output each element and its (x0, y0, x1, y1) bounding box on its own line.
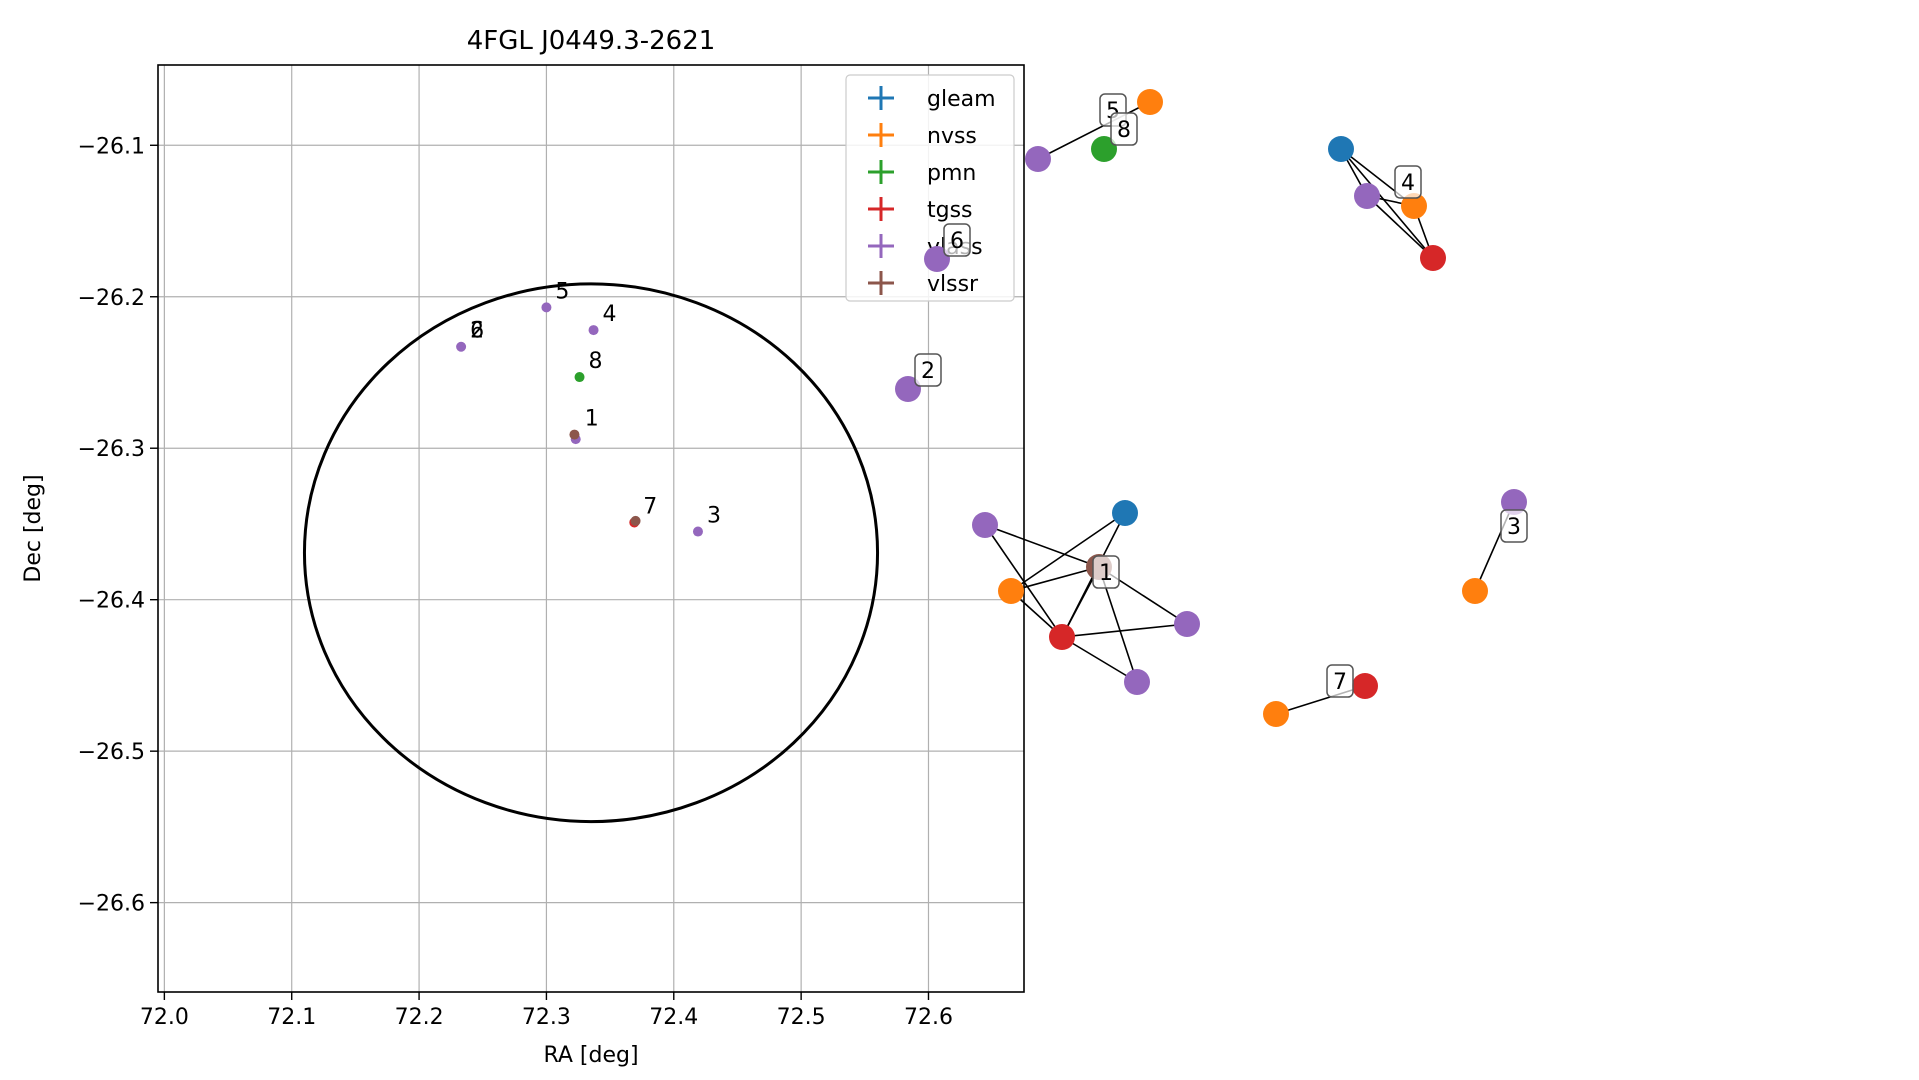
point-label: 7 (643, 494, 657, 519)
node-tgss (1352, 673, 1378, 699)
network-label-text: 2 (921, 359, 935, 384)
point-label: 1 (585, 407, 599, 432)
network-label-text: 1 (1099, 561, 1113, 586)
network-label-box (943, 223, 971, 257)
network-label-box (1500, 509, 1528, 543)
network-edge (984, 524, 1100, 568)
x-tick-label: 72.2 (395, 1005, 444, 1030)
node-nvss (998, 578, 1024, 604)
point-vlass (541, 302, 552, 313)
error-ellipse-layer (302, 282, 880, 824)
point-labels: 62 5 48 1 7 3 (470, 279, 721, 528)
point-vlass (692, 526, 703, 537)
legend-label: vlssr (927, 272, 979, 297)
network-label-text: 3 (1507, 515, 1521, 540)
node-gleam (1112, 500, 1138, 526)
x-tick-label: 72.5 (777, 1005, 826, 1030)
point-vlass (456, 341, 467, 352)
x-tick-label: 72.3 (522, 1005, 571, 1030)
node-vlass (1354, 183, 1380, 209)
x-ticks: 72.0 72.1 72.2 72.3 72.4 72.5 72.6 (140, 992, 953, 1030)
point-label: 2 (470, 319, 484, 344)
network-label-box (1092, 555, 1120, 589)
point-vlssr (630, 515, 641, 526)
network-label: 4 (1394, 165, 1422, 199)
network-edge (1366, 195, 1434, 259)
point-label: 4 (603, 302, 617, 327)
network-edge (1340, 148, 1434, 259)
network-label-box (914, 353, 942, 387)
y-tick-label: −26.1 (78, 134, 145, 159)
network-edge (1037, 101, 1151, 160)
network-label: 6 (943, 223, 971, 257)
x-tick-label: 72.6 (904, 1005, 953, 1030)
node-pmn (1091, 136, 1117, 162)
network-label-text: 7 (1333, 670, 1347, 695)
network-label-box (1394, 165, 1422, 199)
node-vlass (1025, 146, 1051, 172)
legend-label: pmn (927, 161, 976, 186)
x-axis-label: RA [deg] (543, 1043, 638, 1068)
chart-title: 4FGL J0449.3-2621 (467, 26, 716, 56)
x-tick-label: 72.1 (267, 1005, 316, 1030)
node-vlass (1174, 611, 1200, 637)
node-gleam (1328, 136, 1354, 162)
node-nvss (1137, 89, 1163, 115)
network-label-text: 6 (950, 229, 964, 254)
y-tick-label: −26.3 (78, 437, 145, 462)
x-tick-label: 72.0 (140, 1005, 189, 1030)
network-edge (984, 524, 1063, 638)
point-label: 5 (555, 279, 569, 304)
network-edges (984, 101, 1515, 715)
point-label: 8 (589, 349, 603, 374)
y-tick-label: −26.6 (78, 892, 145, 917)
network-label: 3 (1500, 509, 1528, 543)
network-label-text: 4 (1401, 171, 1415, 196)
network-label-box (1110, 112, 1138, 146)
node-tgss (1420, 245, 1446, 271)
point-vlssr (569, 429, 580, 440)
network-label: 2 (914, 353, 942, 387)
network-edge (1061, 623, 1188, 638)
point-label: 6 (470, 319, 484, 344)
error-ellipse (302, 282, 880, 824)
point-label: 3 (707, 504, 721, 529)
axes-frame (157, 64, 1025, 993)
legend-label: tgss (927, 198, 973, 223)
y-ticks: −26.1 −26.2 −26.3 −26.4 −26.5 −26.6 (78, 134, 158, 917)
legend-label: gleam (927, 87, 996, 112)
network-edge (1010, 566, 1100, 592)
node-nvss (1462, 578, 1488, 604)
point-pmn (574, 372, 585, 383)
network-label: 7 (1326, 664, 1354, 698)
y-axis-label: Dec [deg] (21, 474, 46, 582)
y-tick-label: −26.5 (78, 740, 145, 765)
node-nvss (1401, 193, 1427, 219)
node-vlass (1124, 669, 1150, 695)
node-tgss (1049, 624, 1075, 650)
grid (158, 65, 1024, 992)
node-vlass (972, 512, 998, 538)
network-edge (1061, 636, 1138, 683)
y-tick-label: −26.4 (78, 589, 145, 614)
network-label: 1 (1092, 555, 1120, 589)
network-label-box (1326, 664, 1354, 698)
node-nvss (1263, 701, 1289, 727)
point-vlass (588, 325, 599, 336)
legend-label: nvss (927, 124, 977, 149)
network-label: 8 (1110, 112, 1138, 146)
points-layer (456, 302, 703, 537)
y-tick-label: −26.2 (78, 286, 145, 311)
network-edge (1010, 512, 1126, 592)
x-tick-label: 72.4 (649, 1005, 698, 1030)
network-label-text: 8 (1117, 118, 1131, 143)
node-vlass (1501, 489, 1527, 515)
